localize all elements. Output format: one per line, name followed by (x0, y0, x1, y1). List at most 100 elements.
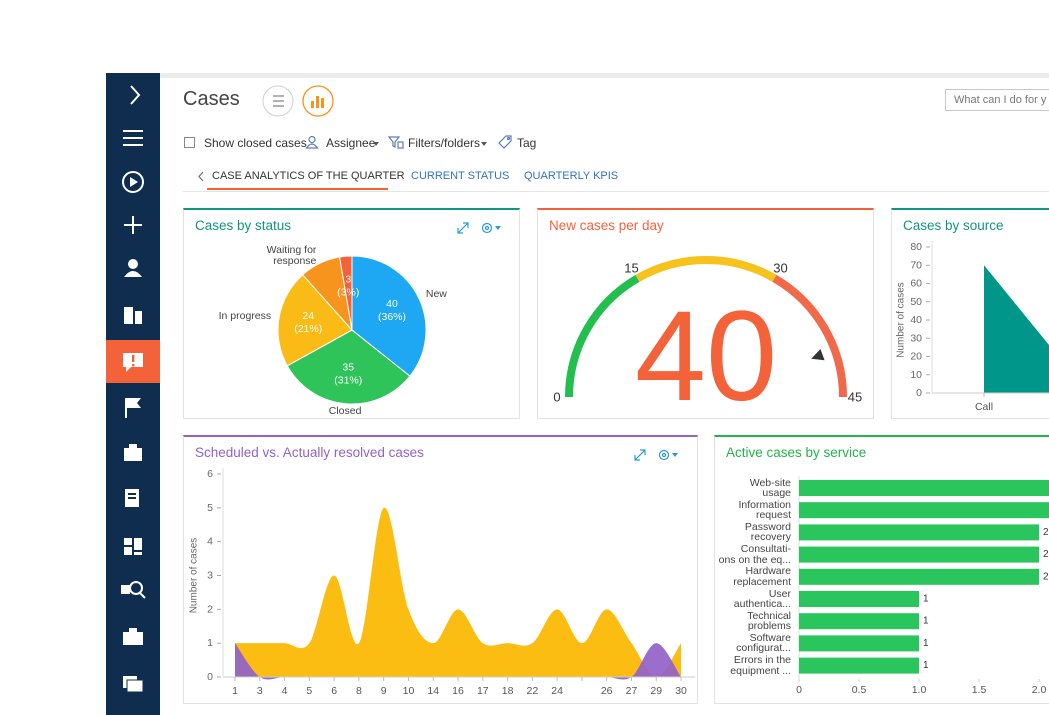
bar (799, 613, 919, 630)
gauge-tick-label: 30 (773, 260, 787, 275)
dashboard-icon[interactable] (124, 538, 142, 555)
add-icon[interactable] (124, 216, 142, 234)
y-tick-label: 2 (207, 603, 213, 615)
value-label: 2 (1043, 549, 1049, 560)
y-tick-label: 30 (910, 332, 922, 344)
category-label: Password recovery (744, 521, 791, 544)
x-tick-label: 29 (650, 685, 662, 697)
label-box: Web-site usage (749, 477, 791, 499)
widget-title: New cases per day (549, 218, 664, 233)
sidebar-icons (121, 85, 146, 693)
label-box: New (426, 288, 447, 299)
value-label: 1 (923, 660, 929, 671)
y-tick-label: 70 (910, 259, 922, 271)
bar (799, 524, 1039, 541)
value-label: 24 (302, 310, 314, 322)
value-label: 2 (1043, 571, 1049, 582)
value-label: 1 (923, 594, 929, 605)
expand-icon[interactable] (130, 85, 141, 105)
x-tick-label: 1 (232, 685, 238, 697)
category-label: Errors in the equipment ... (730, 654, 791, 677)
chart: 0 10 20 30 40 50 60 70 80 Number of cases Call (896, 241, 1049, 413)
x-tick-label: 16 (452, 685, 464, 697)
category-label: Waiting for response (266, 244, 317, 268)
bar (799, 502, 1049, 519)
widget-tools (634, 449, 679, 461)
widget: New 40 (36%) Closed 35 (31%) In progress 24 (21%… (183, 208, 520, 419)
tabs-back[interactable] (196, 170, 206, 183)
assignee-filter[interactable]: Assignee (326, 136, 376, 150)
menu-icon[interactable] (123, 130, 143, 146)
search-icon[interactable] (121, 581, 146, 599)
folders-icon[interactable] (123, 676, 144, 693)
label-box: Technical problems (747, 610, 791, 633)
x-tick-label: 3 (257, 685, 263, 697)
y-tick-label: 5 (207, 502, 213, 514)
analytics-view-button[interactable] (302, 85, 334, 117)
label-box: Software configurat... (736, 633, 791, 654)
y-tick-label: 0 (916, 387, 922, 399)
value-label: (36%) (378, 311, 406, 323)
label-box: Password recovery (744, 521, 791, 544)
x-tick-label: 17 (477, 685, 489, 697)
tab[interactable]: QUARTERLY KPIS (524, 170, 619, 182)
bar (799, 591, 919, 607)
cases-icon[interactable] (123, 353, 143, 372)
x-tick-label: 1.0 (912, 684, 927, 696)
bar (799, 480, 1049, 496)
label-box: In progress (218, 309, 272, 322)
category-label: Technical problems (747, 610, 791, 633)
y-tick-label: 10 (910, 369, 922, 381)
x-tick-label: 8 (356, 685, 362, 697)
tab-active[interactable]: CASE ANALYTICS OF THE QUARTER (212, 170, 405, 182)
y-tick-label: 3 (207, 570, 213, 582)
checkbox[interactable] (184, 137, 195, 148)
widget-title: Cases by status (195, 218, 292, 233)
tag-filter[interactable]: Tag (517, 136, 537, 150)
gauge-tick-label: 0 (553, 390, 560, 405)
document-icon[interactable] (125, 489, 139, 507)
bar (799, 546, 1039, 563)
tab[interactable]: CURRENT STATUS (411, 170, 510, 182)
account-icon[interactable] (124, 307, 142, 324)
assignee-icon (305, 135, 319, 149)
gauge-value: 40 (635, 285, 777, 419)
widget: 0 15 30 45 40 New cases per day (537, 208, 874, 419)
pie-slice (339, 255, 353, 331)
category-label: In progress (218, 309, 272, 322)
x-tick-label: 18 (502, 685, 514, 697)
category-label: Hardware replacement (733, 565, 791, 588)
expand-button[interactable] (457, 222, 469, 234)
x-tick-label: 10 (403, 685, 415, 697)
settings-button[interactable] (481, 222, 502, 234)
area (235, 507, 682, 677)
briefcase-icon[interactable] (123, 628, 143, 645)
category-label: Consultati- ons on the eq... (718, 543, 791, 566)
list-view-button[interactable] (262, 85, 294, 117)
widget-tools (457, 222, 502, 234)
flag-icon[interactable] (125, 398, 141, 418)
tabs-divider (183, 191, 1049, 192)
search-box[interactable]: What can I do for y (945, 89, 1049, 111)
widget: 0 10 20 30 40 50 60 70 80 Number of cases Call Cas… (891, 208, 1049, 419)
contact-icon[interactable] (124, 259, 142, 277)
tools-icon[interactable] (124, 444, 142, 461)
label-box: Closed (329, 406, 362, 417)
show-closed-label[interactable]: Show closed cases (204, 136, 307, 150)
x-tick-label: 1.5 (972, 684, 987, 696)
value-label: (31%) (334, 375, 362, 387)
filter-icon (388, 136, 404, 149)
expand-button[interactable] (634, 449, 646, 461)
play-icon[interactable] (122, 171, 144, 193)
y-tick-label: 20 (910, 351, 922, 363)
view-switch (262, 85, 334, 117)
pie-slice (277, 274, 353, 367)
widget: 00.51.01.52.03Web-site usage3Information… (714, 435, 1049, 704)
filters-folders[interactable]: Filters/folders (408, 136, 481, 150)
settings-button[interactable] (658, 449, 679, 461)
chart: 00.51.01.52.03Web-site usage3Information… (718, 476, 1049, 696)
caret (481, 142, 487, 146)
category-label: Web-site usage (749, 477, 791, 499)
widget: 0 1 2 3 4 5 6 Number of cases 1 3 4 5 6 8 9 10 14 16 17 18 2… (183, 435, 698, 704)
